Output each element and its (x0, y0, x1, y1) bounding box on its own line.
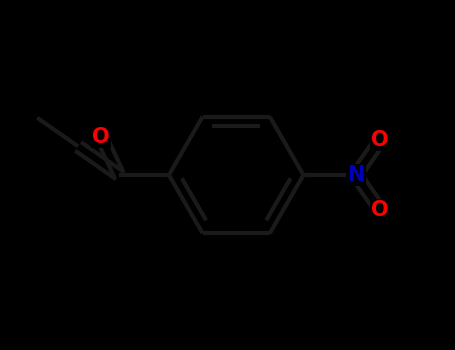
Text: N: N (347, 165, 364, 185)
Text: O: O (371, 130, 389, 150)
Text: O: O (92, 127, 110, 147)
Text: O: O (371, 200, 389, 220)
